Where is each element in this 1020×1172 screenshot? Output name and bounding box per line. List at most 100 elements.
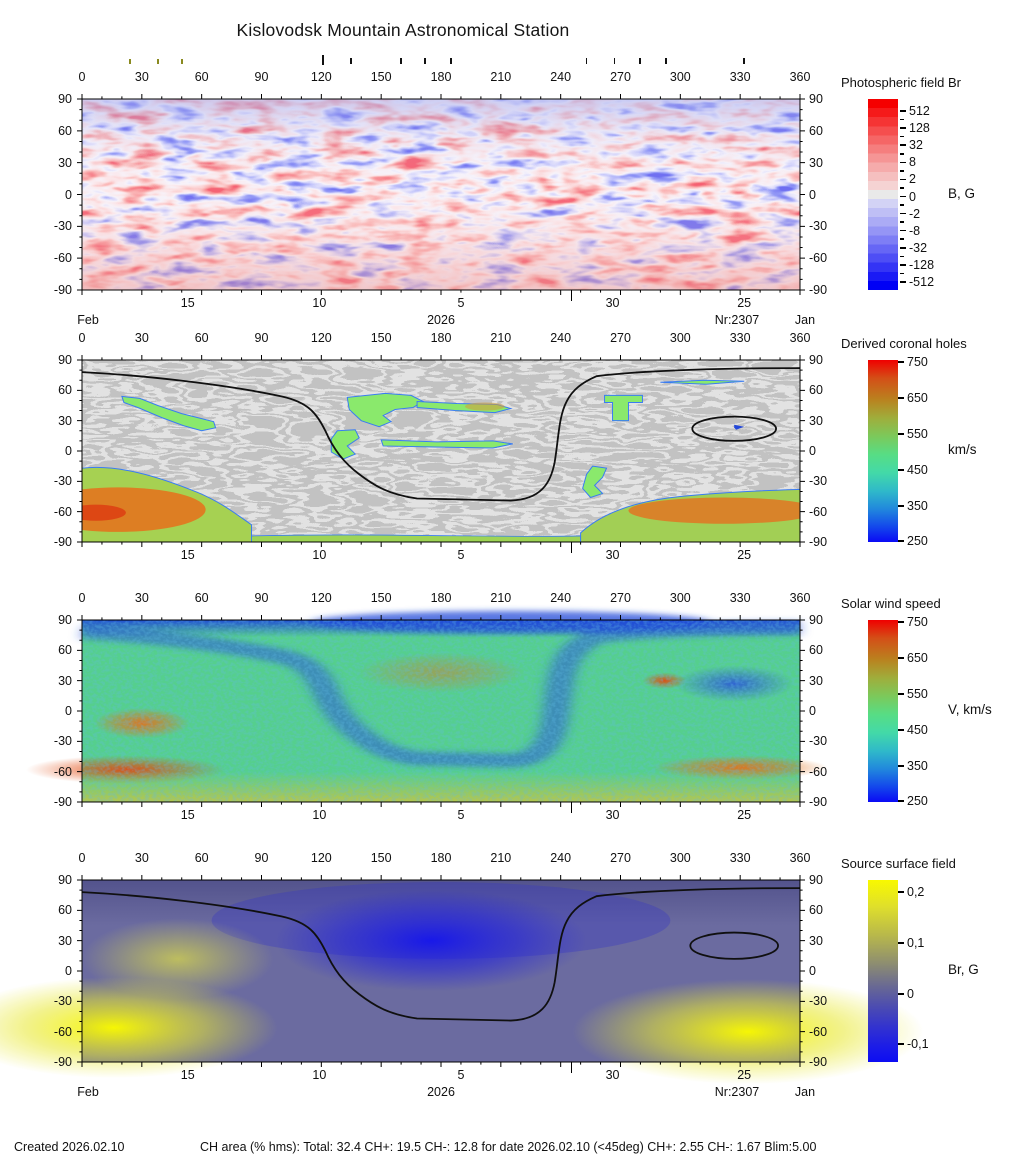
positive-field-south-west bbox=[0, 977, 278, 1079]
lon-tick-label: 30 bbox=[134, 591, 149, 605]
ar-marker bbox=[665, 58, 668, 64]
lon-tick-label: 60 bbox=[194, 331, 209, 345]
colorbar-tick-label: 650 bbox=[907, 650, 928, 665]
colorbar-tick-label: 350 bbox=[907, 498, 928, 513]
lat-tick-label-left: 0 bbox=[65, 964, 72, 978]
lat-tick-label-left: -90 bbox=[53, 283, 72, 297]
date-label: 15 bbox=[180, 548, 195, 562]
colorbar-tick bbox=[898, 361, 904, 363]
coronal-hole-orange-tinge bbox=[464, 402, 505, 411]
lat-tick-label-left: 30 bbox=[58, 413, 72, 428]
lon-tick-label: 90 bbox=[254, 70, 269, 84]
lat-tick-label-right: -30 bbox=[809, 994, 828, 1009]
colorbar-tick bbox=[898, 540, 904, 542]
lat-tick-label-left: 30 bbox=[58, 933, 72, 948]
colorbar-tick bbox=[900, 247, 906, 249]
colorbar-unit-label: Br, G bbox=[948, 962, 979, 977]
colorbar-tick bbox=[900, 170, 904, 172]
colorbar-tick-label: 250 bbox=[907, 794, 928, 809]
lat-tick-label-left: 90 bbox=[58, 613, 72, 627]
lat-tick-label-left: -60 bbox=[53, 764, 72, 779]
colorbar-title: Source surface field bbox=[841, 856, 956, 871]
colorbar-tick-label: 350 bbox=[907, 758, 928, 773]
lat-tick-label-left: -90 bbox=[53, 535, 72, 549]
lon-tick-label: 300 bbox=[669, 331, 691, 345]
lon-tick-label: 270 bbox=[610, 331, 631, 345]
lon-tick-label: 60 bbox=[194, 70, 209, 84]
ar-marker-olive bbox=[156, 59, 159, 64]
month-label-left: Feb bbox=[77, 313, 99, 327]
lat-tick-label-left: 90 bbox=[58, 92, 72, 106]
lon-tick-label: 120 bbox=[310, 331, 332, 345]
lat-tick-label-right: -30 bbox=[809, 474, 828, 489]
created-date-label: Created 2026.02.10 bbox=[14, 1140, 125, 1154]
colorbar-tick bbox=[900, 204, 904, 206]
lat-tick-label-left: -30 bbox=[53, 474, 72, 489]
lon-tick-label: 180 bbox=[430, 331, 452, 345]
colorbar-tick-label: 0,1 bbox=[907, 935, 925, 950]
colorbar-tick bbox=[898, 469, 904, 471]
lon-tick-label: 0 bbox=[78, 70, 86, 84]
lat-tick-label-right: 30 bbox=[809, 155, 823, 170]
date-label: 30 bbox=[605, 296, 620, 310]
date-label: 5 bbox=[457, 548, 465, 562]
plot-frame bbox=[82, 620, 800, 802]
colorbar-tick-label: -512 bbox=[909, 275, 935, 289]
lat-tick-label-right: -90 bbox=[809, 1055, 828, 1069]
month-boundary-tick bbox=[570, 542, 573, 553]
colorbar-unit-label: V, km/s bbox=[948, 702, 992, 717]
lat-tick-label-right: 0 bbox=[809, 704, 816, 718]
colorbar-tick bbox=[900, 161, 906, 164]
lat-tick-label-right: -90 bbox=[809, 283, 828, 297]
date-label: 25 bbox=[737, 296, 752, 310]
colorbar-tick-label: 550 bbox=[907, 426, 928, 441]
date-label: 25 bbox=[737, 1068, 752, 1082]
lon-tick-label: 0 bbox=[78, 591, 86, 605]
lon-tick-label: 180 bbox=[430, 851, 452, 865]
colorbar-tick bbox=[898, 505, 904, 507]
lon-tick-label: 330 bbox=[729, 591, 751, 605]
lon-tick-label: 240 bbox=[550, 591, 572, 605]
date-label: 25 bbox=[737, 808, 752, 822]
colorbar-tick bbox=[898, 800, 904, 802]
lon-tick-label: 30 bbox=[134, 851, 149, 865]
lon-tick-label: 90 bbox=[254, 331, 269, 345]
lon-tick-label: 210 bbox=[490, 331, 512, 345]
colorbar-tick-label: 450 bbox=[907, 462, 928, 477]
lon-tick-label: 120 bbox=[310, 851, 332, 865]
lon-tick-label: 120 bbox=[310, 591, 332, 605]
lon-tick-label: 0 bbox=[78, 331, 86, 345]
colorbar-tick bbox=[900, 264, 906, 266]
lon-tick-label: 180 bbox=[430, 70, 452, 84]
neutral-line-contour bbox=[82, 368, 800, 500]
lat-tick-label-left: 60 bbox=[58, 643, 72, 658]
mid-latitude-coronal-holes bbox=[122, 380, 744, 497]
lon-tick-label: 30 bbox=[134, 331, 149, 345]
colorbar-tick bbox=[900, 178, 906, 181]
rotation-number-label: Nr:2307 bbox=[714, 1085, 760, 1099]
colorbar-tick bbox=[900, 187, 904, 189]
axis-ticks bbox=[77, 94, 805, 295]
lon-tick-label: 210 bbox=[490, 70, 512, 84]
date-label: 10 bbox=[312, 548, 327, 562]
date-label: 5 bbox=[457, 808, 465, 822]
source-surface-field-map bbox=[0, 880, 924, 1085]
solar-wind-speed-map bbox=[26, 610, 828, 802]
date-label: 30 bbox=[605, 548, 620, 562]
lat-tick-label-right: 30 bbox=[809, 413, 823, 428]
lat-tick-label-right: -60 bbox=[809, 251, 828, 266]
neutral-line-oval bbox=[690, 933, 778, 959]
ar-marker bbox=[400, 58, 402, 64]
lon-tick-label: 90 bbox=[254, 591, 269, 605]
colorbar-tick bbox=[900, 281, 906, 283]
colorbar-tick bbox=[900, 212, 906, 215]
neutral-line-oval bbox=[692, 417, 776, 441]
colorbar-tick bbox=[900, 135, 904, 138]
date-label: 5 bbox=[457, 1068, 465, 1082]
colorbar-tick-label: -0,1 bbox=[907, 1036, 929, 1051]
colorbar-tick bbox=[898, 942, 904, 944]
lat-tick-label-right: 60 bbox=[809, 903, 823, 918]
lat-tick-label-left: -90 bbox=[53, 1055, 72, 1069]
lon-tick-label: 210 bbox=[490, 591, 512, 605]
date-label: 30 bbox=[605, 808, 620, 822]
